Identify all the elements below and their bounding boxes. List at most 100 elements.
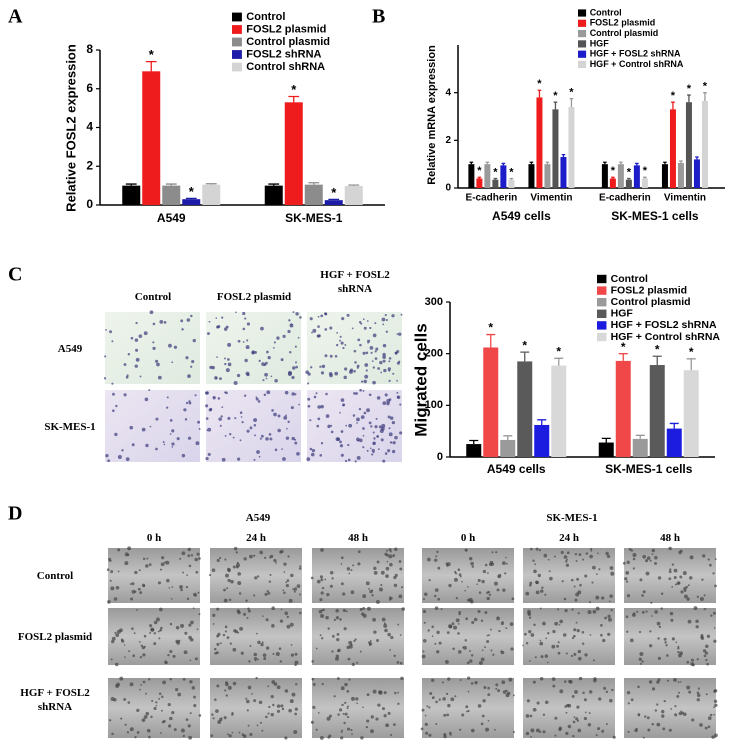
cell [499,573,502,576]
cell [342,592,346,596]
cell [372,380,376,385]
cell [166,406,169,409]
cell [542,621,546,626]
cell [380,583,383,587]
cell [421,654,426,659]
cell [371,589,374,592]
cell [376,396,381,400]
cell [690,662,695,666]
micrograph [105,390,200,462]
cell [535,580,539,585]
cell [222,633,226,637]
cell [396,391,399,394]
cell [397,623,400,626]
cell [362,318,365,321]
cell [245,345,250,350]
bar [701,101,708,188]
cell [602,638,606,643]
cell [558,623,561,626]
cell [639,662,642,665]
cell [161,695,164,698]
cell [480,657,485,662]
cell [671,563,675,566]
cell [389,649,392,651]
cell [135,321,138,325]
cell [677,647,680,650]
cell [326,592,330,597]
cell [375,717,379,721]
cell [673,576,677,580]
error-bar [486,333,496,348]
cell [495,683,499,687]
micrograph [307,390,402,462]
cell [589,554,593,559]
cell [241,733,245,737]
cell [284,689,289,693]
cell [367,606,371,611]
cell [444,659,449,664]
panel-label: B [372,6,385,28]
cell [390,441,393,444]
cell [255,676,258,680]
cell [565,731,569,735]
cell [327,736,331,739]
cell [595,595,600,600]
error-bar [601,437,611,443]
cell [660,592,664,596]
cell [367,339,371,343]
cell [243,612,247,616]
bar [693,159,700,188]
cell [267,712,270,715]
cell [435,722,438,725]
cell [625,615,629,619]
cell [159,568,163,571]
cell [320,548,324,552]
cell [254,576,258,580]
error-bar [348,184,360,187]
cell [371,453,374,456]
cell [591,581,594,584]
cell [366,449,369,452]
y-tick-label: 2 [445,135,451,146]
cell [168,587,171,589]
cell [677,650,680,654]
cell [317,325,320,328]
cell [208,320,211,323]
cell [633,612,636,615]
cell [246,373,250,377]
bar [202,184,221,205]
cell [138,334,143,338]
cell [689,555,694,560]
y-tick-label: 100 [425,399,443,411]
y-tick-label: 0 [86,197,93,211]
cell [333,618,336,622]
cell [181,328,184,331]
cell [126,374,129,377]
cell [237,339,241,343]
significance-mark: * [671,90,676,102]
cell [453,625,458,630]
cell [265,437,269,441]
cell [445,692,449,696]
cell [192,338,196,343]
cell [185,718,189,721]
row-label: SK-MES-1 [44,421,96,433]
cell [237,457,241,461]
cell [423,621,426,624]
cell [187,554,191,558]
cell [388,357,392,360]
cell [466,661,470,665]
cell [348,678,351,681]
error-bar [679,160,683,163]
cell [372,366,375,369]
cell [215,709,219,713]
row-label: HGF + FOSL2 shRNA [20,687,90,713]
cell [242,327,246,331]
cell [198,428,201,430]
bar [683,370,699,457]
cell [641,594,644,597]
cell [355,392,358,395]
cell [148,389,151,392]
cell [344,701,347,705]
cell [647,728,651,732]
